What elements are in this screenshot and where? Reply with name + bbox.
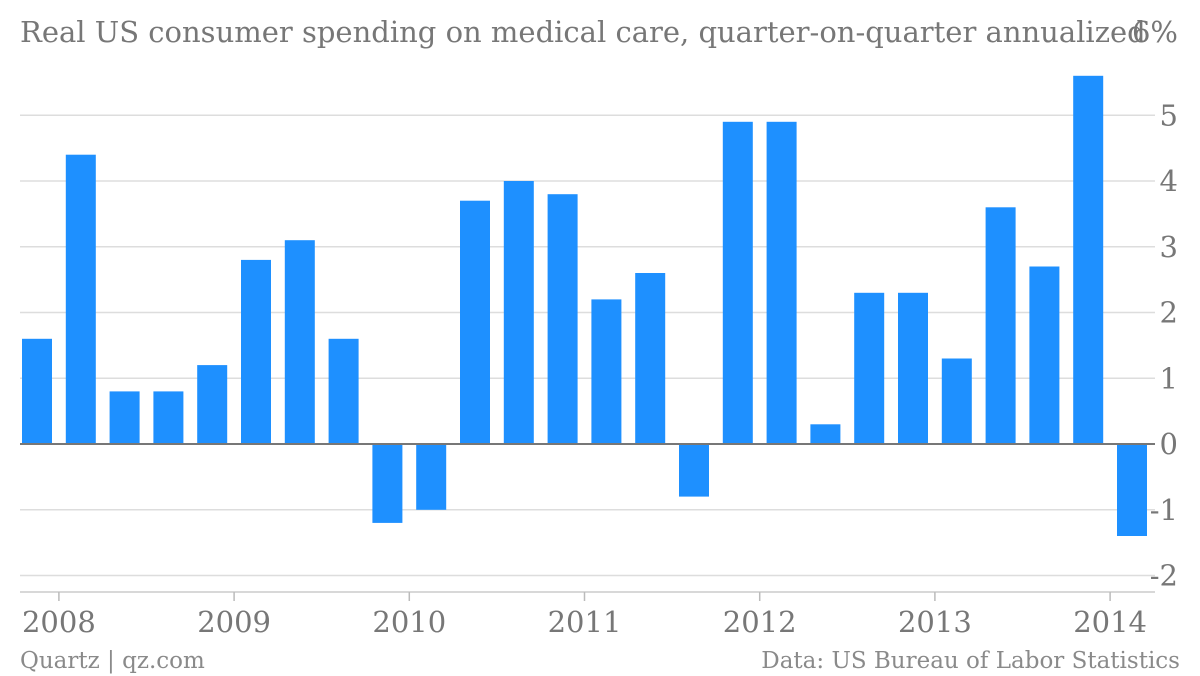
x-tick-label: 2008: [22, 605, 96, 639]
y-tick-label: 2: [1160, 296, 1178, 330]
y-axis-labels: 5 4 3 2 1 0 -1 -2: [1150, 98, 1178, 592]
bar: [503, 181, 534, 444]
bar: [766, 121, 797, 445]
bar: [109, 391, 140, 444]
bar: [284, 240, 315, 444]
source-right: Data: US Bureau of Labor Statistics: [761, 648, 1180, 674]
bar: [241, 259, 271, 444]
x-tick-label: 2012: [723, 605, 797, 639]
unit-label: 6%: [1132, 15, 1178, 49]
bar: [635, 273, 666, 444]
bar: [854, 292, 885, 444]
y-tick-label: 4: [1160, 164, 1178, 198]
bar: [153, 391, 184, 444]
x-tick-label: 2014: [1073, 605, 1147, 639]
bar: [1029, 266, 1060, 444]
bar: [722, 121, 753, 445]
y-tick-label: -1: [1150, 493, 1178, 527]
bar: [898, 292, 928, 444]
y-tick-label: 0: [1160, 427, 1178, 461]
bar: [1073, 75, 1104, 445]
bar: [810, 424, 841, 444]
bar: [460, 200, 490, 444]
bar: [1117, 444, 1147, 536]
bar: [941, 358, 972, 444]
bars: [22, 75, 1147, 536]
bar: [591, 299, 622, 444]
bar: [985, 207, 1016, 444]
x-tick-label: 2011: [548, 605, 622, 639]
bar: [328, 338, 359, 444]
y-tick-label: -2: [1150, 559, 1178, 593]
chart-title: Real US consumer spending on medical car…: [20, 15, 1146, 49]
x-tick-label: 2010: [372, 605, 446, 639]
x-tick-label: 2009: [197, 605, 271, 639]
bar: [547, 194, 578, 444]
bar: [416, 444, 447, 510]
bar: [22, 338, 52, 444]
source-left: Quartz | qz.com: [20, 648, 205, 674]
y-tick-label: 1: [1160, 361, 1178, 395]
bar: [197, 365, 228, 444]
bar: [372, 444, 403, 523]
y-tick-label: 5: [1160, 98, 1178, 132]
x-axis: 2008 2009 2010 2011 2012 2013 2014: [20, 591, 1155, 639]
gridlines: [20, 114, 1155, 577]
bar: [65, 154, 96, 444]
x-tick-label: 2013: [898, 605, 972, 639]
y-tick-label: 3: [1160, 230, 1178, 264]
bar: [679, 444, 709, 497]
